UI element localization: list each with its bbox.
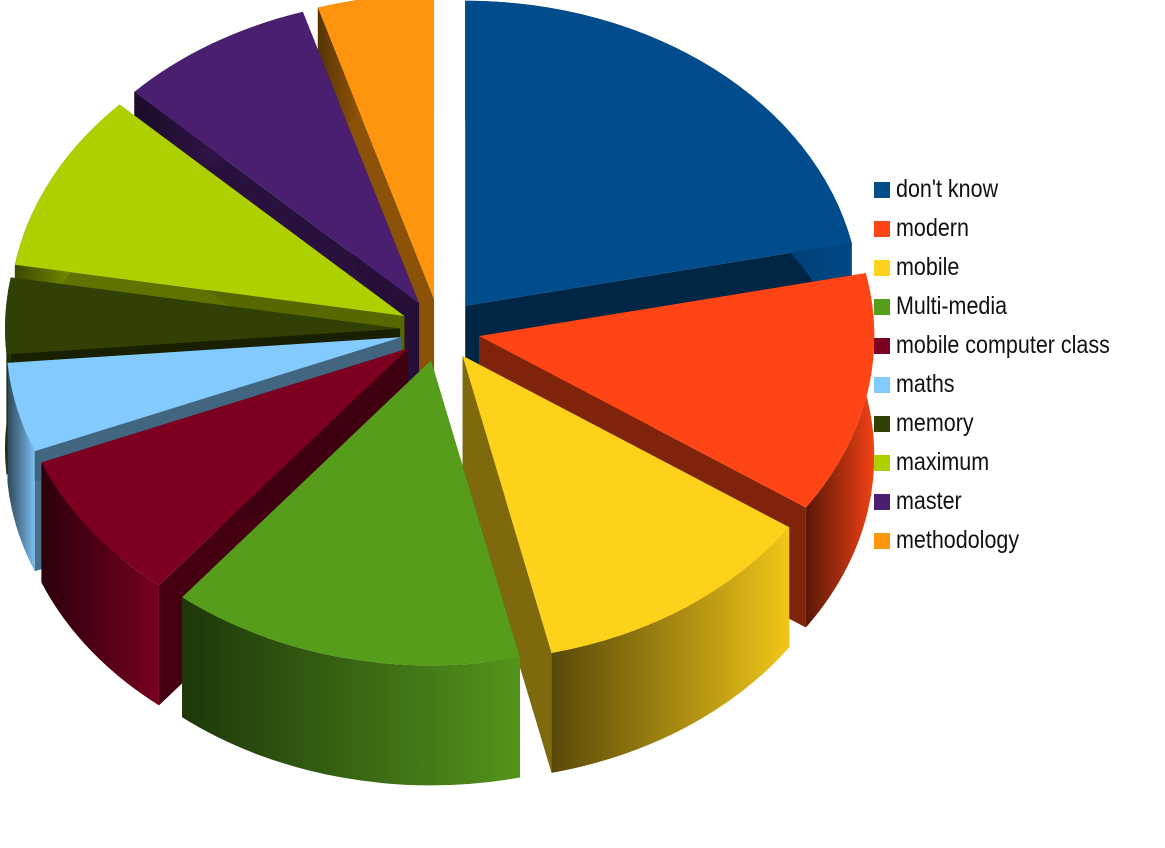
slice-top	[14, 104, 405, 316]
legend-label: master	[896, 487, 962, 515]
legend-label: mobile computer class	[896, 331, 1110, 359]
slice-outer-wall	[551, 527, 790, 773]
slice-top	[5, 277, 401, 355]
pie-slice	[182, 360, 520, 786]
slice-top	[134, 11, 420, 304]
slice-top	[41, 348, 408, 586]
slice-top	[317, 0, 435, 300]
legend-item: modern	[874, 209, 1145, 248]
legend-label: maths	[896, 370, 955, 398]
slice-top	[462, 355, 790, 653]
slice-outer-wall	[182, 597, 520, 786]
slice-outer-wall	[41, 462, 159, 706]
legend-swatch	[874, 415, 890, 432]
legend-swatch	[874, 259, 890, 276]
slice-top	[7, 337, 402, 452]
legend-item: memory	[874, 404, 1145, 443]
legend-item: don't know	[874, 170, 1145, 209]
legend-label: Multi-media	[896, 292, 1008, 320]
legend-swatch	[874, 532, 890, 549]
legend-item: mobile computer class	[874, 326, 1145, 365]
legend-label: maximum	[896, 448, 990, 476]
slice-top	[479, 273, 875, 508]
legend-swatch	[874, 298, 890, 315]
legend-swatch	[874, 454, 890, 471]
legend-item: maths	[874, 365, 1145, 404]
legend-label: mobile	[896, 253, 960, 281]
legend-swatch	[874, 181, 890, 198]
pie-slices	[5, 0, 875, 786]
legend-swatch	[874, 493, 890, 510]
legend-swatch	[874, 337, 890, 354]
legend-item: maximum	[874, 443, 1145, 482]
legend-item: Multi-media	[874, 287, 1145, 326]
pie-slice	[462, 355, 790, 773]
slice-outer-wall	[7, 362, 35, 572]
legend-swatch	[874, 376, 890, 393]
legend-item: methodology	[874, 521, 1145, 560]
legend-label: methodology	[896, 526, 1020, 554]
legend-label: modern	[896, 214, 969, 242]
legend-item: master	[874, 482, 1145, 521]
legend-label: memory	[896, 409, 974, 437]
slice-side-wall	[462, 355, 552, 773]
legend-label: don't know	[896, 175, 999, 203]
chart-legend: don't know modern mobile Multi-media mobile …	[874, 170, 1145, 560]
legend-swatch	[874, 220, 890, 237]
slice-outer-wall	[805, 273, 875, 628]
slice-top	[465, 0, 852, 306]
slice-top	[182, 360, 520, 666]
legend-item: mobile	[874, 248, 1145, 287]
